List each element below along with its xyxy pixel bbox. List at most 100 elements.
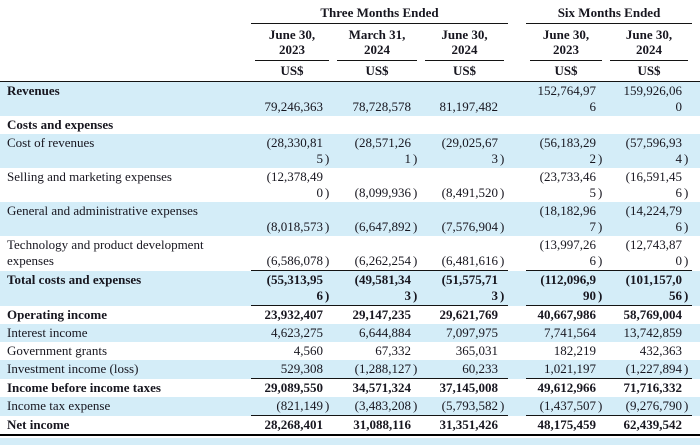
value-cell: [606, 116, 692, 134]
cell-line: (8,099,936): [333, 185, 418, 201]
value-cell: 29,089,550: [251, 379, 333, 397]
group-gap-spacer: [508, 397, 526, 416]
cell-line: 6): [606, 219, 689, 235]
table-row-government-grants: Government grants 4,560 67,332 365,031 182,2…: [0, 342, 700, 360]
column-year: 2024: [636, 42, 662, 57]
row-label: Interest income: [7, 325, 88, 340]
value-cell: (18,182,96 7): [526, 202, 606, 236]
value-cell: (5,793,582): [421, 397, 508, 416]
value-cell: (16,591,45 6): [606, 168, 692, 202]
close-paren: ): [684, 288, 689, 303]
cell-line: 159,926,06: [623, 83, 683, 98]
group-gap-spacer: [508, 82, 526, 116]
cell-line: 31,351,426: [439, 417, 499, 432]
column-header-h-jun-2024: June 30, 2024 US$: [606, 26, 692, 81]
cell-line: 6: [589, 99, 597, 114]
value-cell: (1,437,507): [526, 397, 606, 416]
cell-line: (821,149): [251, 398, 329, 414]
value-cell: (8,018,573): [251, 202, 333, 236]
value-cell: 6,644,884: [333, 324, 421, 342]
close-paren: ): [598, 398, 603, 413]
value-cell: 432,363: [606, 342, 692, 360]
cell-line: (28,571,26: [354, 135, 411, 150]
close-paren: ): [500, 219, 505, 234]
cell-line: (49,581,34: [354, 272, 411, 287]
column-header-q-jun-2023: June 30, 2023 US$: [251, 26, 333, 81]
value-cell: 49,612,966: [526, 379, 606, 397]
column-currency: US$: [452, 63, 477, 78]
close-paren: ): [413, 398, 418, 413]
cell-line: (14,224,79: [625, 203, 682, 218]
cell-line: 7,097,975: [446, 325, 498, 340]
value-cell: 60,233: [421, 360, 508, 379]
table-row-interest-income: Interest income 4,623,275 6,644,884 7,097,9…: [0, 324, 700, 342]
value-cell: (57,596,93 4): [606, 134, 692, 168]
cell-line: 2): [526, 151, 603, 167]
group-underline: [251, 23, 508, 24]
row-label: Net income: [7, 417, 70, 432]
column-year: 2024: [364, 42, 390, 57]
cell-line: 7,741,564: [544, 325, 596, 340]
cell-line: (8,018,573): [251, 219, 330, 235]
value-cell: (28,330,81 5): [251, 134, 333, 168]
row-label: Costs and expenses: [7, 117, 114, 132]
table-row-cost-of-revenues: Cost of revenues (28,330,81 5) (28,571,26 1)…: [0, 134, 700, 168]
value-cell: 34,571,324: [333, 379, 421, 397]
row-label: General and administrative expenses: [7, 203, 198, 218]
value-cell: 1,021,197: [526, 360, 606, 379]
cell-line: 6): [251, 288, 330, 304]
cell-line: (28,330,81: [266, 135, 323, 150]
close-paren: ): [325, 219, 330, 234]
value-cell: (112,096,9 90): [526, 271, 606, 306]
cell-line: (6,262,254): [333, 253, 418, 269]
row-label: Selling and marketing expenses: [7, 169, 172, 184]
close-paren: ): [413, 151, 418, 166]
close-paren: ): [413, 361, 418, 376]
cell-line: 432,363: [639, 343, 682, 358]
value-cell: 40,667,986: [526, 306, 606, 324]
group-underline: [526, 23, 692, 24]
close-paren: ): [325, 185, 330, 200]
value-cell: 79,246,363: [251, 82, 333, 116]
table-row-investment-income-loss: Investment income (loss) 529,308 (1,288,12…: [0, 360, 700, 379]
label-column-spacer: [7, 26, 251, 81]
column-year: 2024: [451, 42, 478, 57]
cell-line: (101,157,0: [625, 272, 682, 287]
value-cell: [251, 116, 333, 134]
value-cell: (6,481,616): [421, 236, 508, 271]
group-gap-spacer: [508, 379, 526, 397]
value-cell: 365,031: [421, 342, 508, 360]
cell-line: 23,932,407: [264, 307, 324, 322]
value-cell: (12,743,87 0): [606, 236, 692, 271]
cell-line: 152,764,97: [537, 83, 597, 98]
cell-line: (16,591,45: [625, 169, 682, 184]
column-period: June 30,: [268, 27, 316, 42]
cell-line: 4,623,275: [271, 325, 323, 340]
close-paren: ): [684, 185, 689, 200]
cell-line: (12,743,87: [625, 237, 682, 252]
value-cell: 48,175,459: [526, 416, 606, 434]
cell-line: (6,647,892): [333, 219, 418, 235]
value-cell: 62,439,542: [606, 416, 692, 434]
cell-line: [251, 117, 323, 133]
column-currency: US$: [365, 63, 389, 78]
cell-line: (6,586,078): [251, 253, 330, 269]
value-cell: (51,575,71 3): [421, 271, 508, 306]
cell-line: 81,197,482: [439, 99, 499, 114]
column-year: 2023: [553, 42, 579, 57]
value-cell: (55,313,95 6): [251, 271, 333, 306]
cell-line: (1,288,127): [333, 361, 418, 377]
row-label: Income before income taxes: [7, 380, 161, 395]
value-cell: (821,149): [251, 397, 333, 416]
table-body: Revenues 79,246,363 78,728,578 81,197,482 15…: [0, 82, 700, 434]
value-cell: 13,742,859: [606, 324, 692, 342]
group-gap-spacer: [508, 360, 526, 379]
cell-line: 29,621,769: [439, 307, 499, 322]
table-row-total-costs-and-expenses: Total costs and expenses (55,313,95 6) (49,…: [0, 271, 700, 306]
cell-line: 90): [526, 288, 602, 304]
value-cell: 29,621,769: [421, 306, 508, 324]
value-cell: 4,623,275: [251, 324, 333, 342]
row-label: Cost of revenues: [7, 135, 95, 150]
value-cell: [333, 116, 421, 134]
close-paren: ): [598, 288, 603, 303]
